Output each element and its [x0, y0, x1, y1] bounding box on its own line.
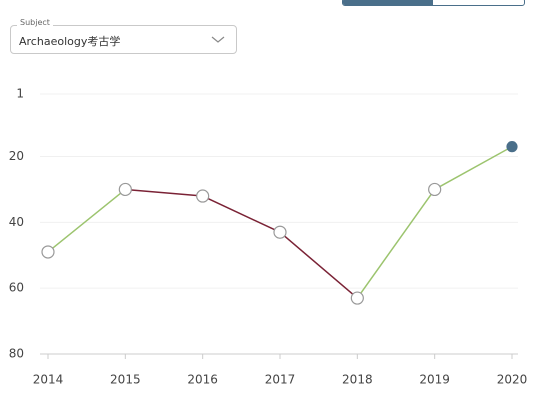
- dropdown-value: Archaeology考古学: [19, 35, 121, 48]
- line-segment: [47, 188, 126, 253]
- y-tick-label: 20: [9, 149, 24, 163]
- point: [118, 182, 132, 197]
- point: [350, 291, 364, 305]
- point: [428, 182, 442, 197]
- point: [506, 141, 518, 153]
- line-segment: [125, 188, 203, 197]
- x-tick-label: 2018: [342, 373, 373, 387]
- chevron: [211, 36, 225, 43]
- x-tick-label: 2015: [110, 373, 141, 387]
- point: [41, 245, 55, 259]
- line-segment: [279, 231, 358, 299]
- x-tick-label: 2020: [497, 373, 528, 387]
- subject-dropdown[interactable]: Subject Archaeology考古学: [10, 18, 237, 54]
- y-tick-label: 80: [9, 347, 24, 361]
- line-segment: [356, 189, 436, 299]
- x-tick-label: 2019: [419, 373, 450, 387]
- y-tick-label: 60: [9, 281, 24, 295]
- point: [196, 189, 210, 203]
- x-tick-label: 2017: [265, 373, 296, 387]
- point: [273, 225, 287, 239]
- x-tick-label: 2016: [187, 373, 218, 387]
- dropdown-label: Subject: [17, 18, 53, 27]
- line-segment: [202, 195, 281, 233]
- y-tick-label: 40: [9, 215, 24, 229]
- x-tick-label: 2014: [33, 373, 64, 387]
- line-segment: [434, 146, 513, 191]
- view-toggle[interactable]: [342, 0, 525, 6]
- y-tick-label: 1: [16, 87, 24, 101]
- toggle-active[interactable]: [343, 0, 433, 5]
